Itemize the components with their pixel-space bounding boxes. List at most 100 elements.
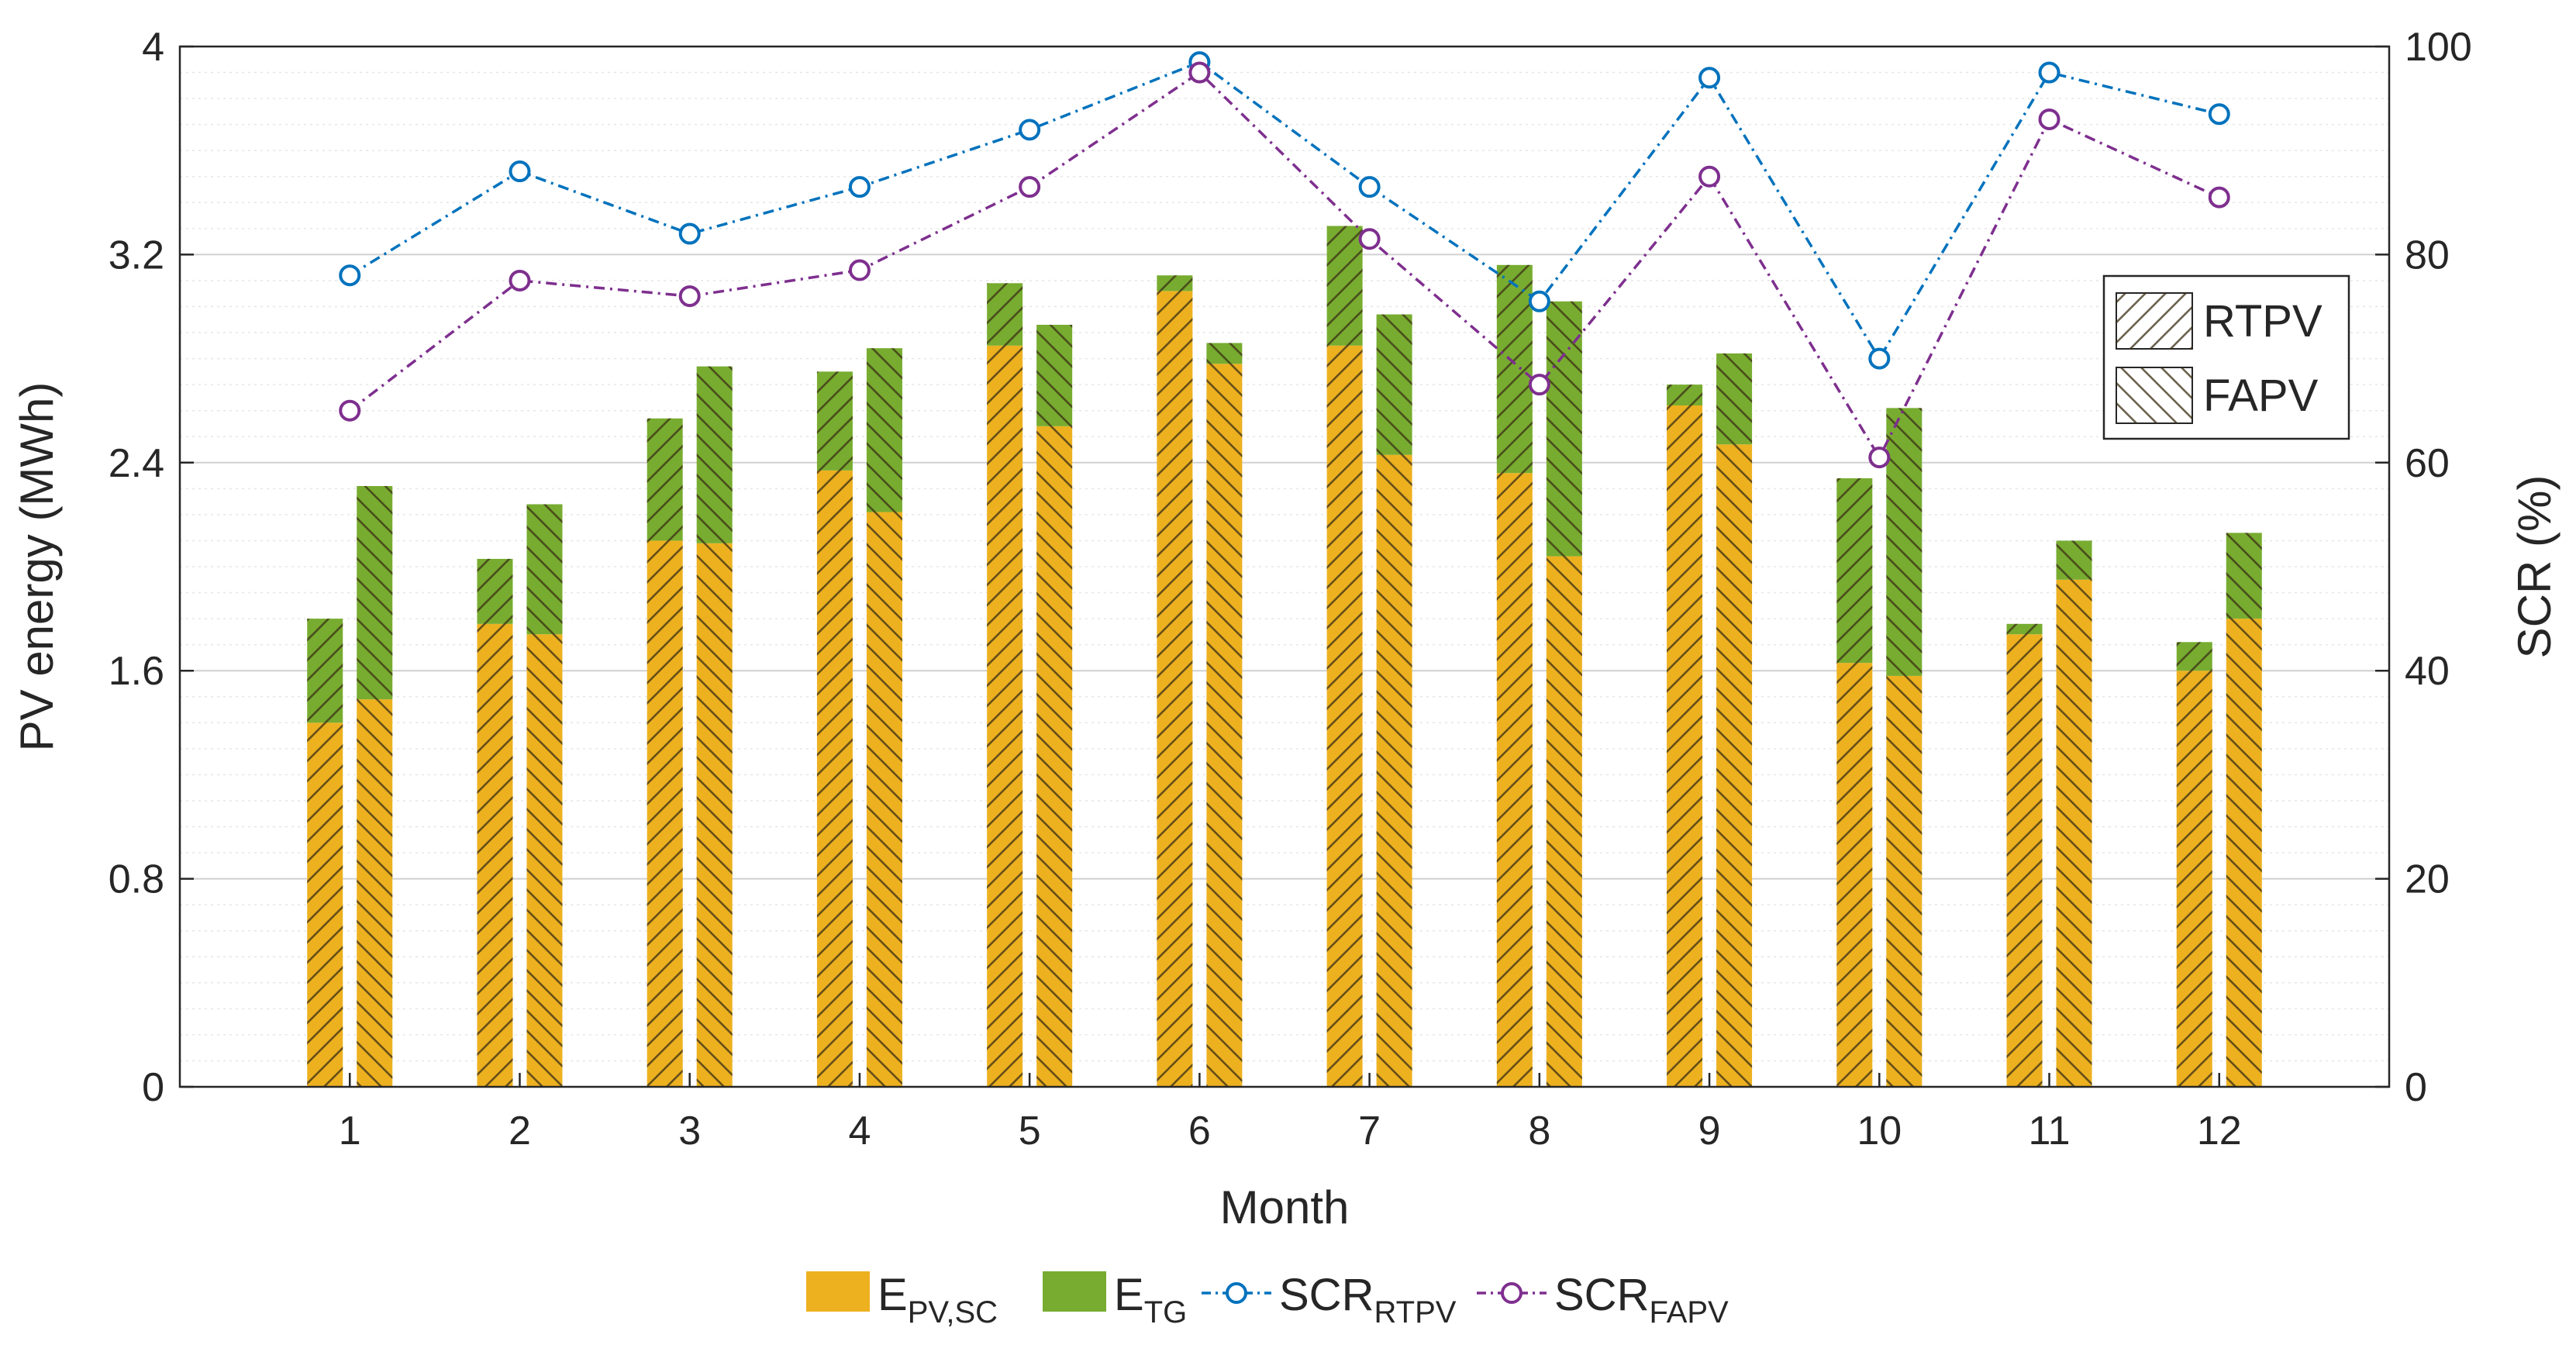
legend-label-main: E	[1114, 1270, 1144, 1320]
hatch-legend: RTPV FAPV	[2102, 274, 2350, 440]
x-tick-label: 4	[848, 1109, 871, 1153]
bar-hatch-fapv	[2056, 540, 2092, 1087]
y2-tick-label: 40	[2405, 649, 2450, 694]
y-tick-label: 3.2	[109, 233, 164, 278]
legend-label-main: E	[878, 1270, 908, 1320]
point-scr-fapv	[1698, 165, 1721, 188]
x-tick-label: 3	[678, 1109, 701, 1153]
x-tick-label: 10	[1857, 1109, 1902, 1153]
y2-tick-label: 0	[2405, 1065, 2427, 1110]
bar-hatch-fapv	[866, 348, 902, 1087]
bar-hatch-fapv	[357, 485, 393, 1087]
point-scr-rtpv	[1528, 290, 1550, 312]
bar-hatch-rtpv	[1157, 275, 1193, 1087]
y2-axis-label: SCR (%)	[2509, 475, 2560, 659]
bar-hatch-fapv	[2226, 533, 2262, 1087]
bar-hatch-rtpv	[1326, 226, 1363, 1087]
bar-hatch-rtpv	[987, 283, 1023, 1088]
y2-tick-label: 60	[2405, 441, 2450, 486]
point-scr-rtpv	[1358, 176, 1381, 198]
line-scr-fapv	[349, 71, 2220, 460]
bar-hatch-fapv	[696, 366, 733, 1087]
point-scr-rtpv	[1698, 67, 1721, 89]
y-tick-label: 0	[142, 1065, 164, 1110]
plot-frame	[178, 45, 2391, 1088]
legend-label-main: SCR	[1279, 1270, 1374, 1320]
legend-swatch-e-tg	[1043, 1271, 1106, 1312]
legend-label-main: SCR	[1554, 1270, 1649, 1320]
legend: EPV,SC ETG SCRRTPV SCRFAPV	[806, 1270, 1729, 1329]
y-tick-label: 0.8	[109, 857, 164, 902]
bar-hatch-rtpv	[647, 418, 683, 1087]
hatch-swatch-pattern-rtpv	[2116, 293, 2192, 349]
bar-hatch-fapv	[1546, 301, 1582, 1087]
hatch-swatch-pattern-fapv	[2116, 367, 2192, 423]
point-scr-rtpv	[2208, 103, 2230, 126]
point-scr-fapv	[1019, 176, 1041, 198]
point-scr-rtpv	[1019, 119, 1041, 141]
bar-hatch-rtpv	[2006, 623, 2043, 1087]
bar-hatch-fapv	[1886, 408, 1923, 1087]
bar-hatch-fapv	[1716, 353, 1753, 1087]
bar-hatch-rtpv	[816, 371, 853, 1087]
x-axis-label: Month	[1220, 1181, 1350, 1233]
x-tick-label: 7	[1358, 1109, 1381, 1153]
point-scr-fapv	[1188, 61, 1211, 84]
y-tick-label: 4	[142, 25, 164, 70]
point-scr-rtpv	[339, 264, 361, 287]
point-scr-rtpv	[2038, 61, 2060, 84]
point-scr-fapv	[509, 269, 531, 291]
y-tick-label: 2.4	[109, 441, 164, 486]
hatch-legend-label-rtpv: RTPV	[2203, 296, 2323, 347]
legend-label-scr-fapv: SCRFAPV	[1554, 1270, 1729, 1329]
legend-marker-scr-fapv	[1501, 1282, 1522, 1304]
point-scr-fapv	[848, 259, 871, 281]
point-scr-fapv	[1868, 447, 1891, 469]
x-tick-label: 2	[509, 1109, 531, 1153]
bar-hatch-rtpv	[1496, 264, 1533, 1087]
bar-hatch-rtpv	[477, 558, 513, 1087]
point-scr-fapv	[1528, 374, 1550, 396]
legend-label-sub: FAPV	[1649, 1295, 1729, 1329]
point-scr-rtpv	[848, 176, 871, 198]
bars	[307, 226, 2262, 1088]
bar-hatch-rtpv	[1667, 384, 1703, 1087]
legend-label-e-pv-sc: EPV,SC	[878, 1270, 998, 1329]
legend-label-sub: RTPV	[1374, 1295, 1456, 1329]
y-axis-label: PV energy (MWh)	[11, 382, 63, 752]
point-scr-rtpv	[1868, 347, 1891, 370]
point-scr-fapv	[2038, 108, 2060, 130]
point-scr-rtpv	[678, 222, 701, 245]
hatch-legend-label-fapv: FAPV	[2203, 371, 2319, 421]
bar-hatch-fapv	[1206, 343, 1243, 1088]
y2-tick-label: 100	[2405, 25, 2472, 70]
x-tick-label: 1	[339, 1109, 361, 1153]
point-scr-rtpv	[509, 160, 531, 183]
bar-hatch-rtpv	[307, 619, 343, 1087]
point-scr-fapv	[2208, 186, 2230, 209]
bar-hatch-fapv	[1036, 324, 1073, 1087]
legend-label-sub: PV,SC	[908, 1295, 998, 1329]
x-tick-label: 11	[2029, 1109, 2071, 1153]
x-tick-label: 9	[1698, 1109, 1721, 1153]
y2-tick-label: 80	[2405, 233, 2450, 278]
legend-label-sub: TG	[1144, 1295, 1188, 1329]
bar-hatch-fapv	[1376, 314, 1412, 1087]
point-scr-fapv	[678, 285, 701, 308]
bar-hatch-rtpv	[2176, 642, 2212, 1087]
point-scr-fapv	[339, 399, 361, 422]
y-tick-label: 1.6	[109, 649, 164, 694]
bar-hatch-fapv	[526, 504, 563, 1087]
x-tick-label: 8	[1528, 1109, 1550, 1153]
bar-hatch-rtpv	[1836, 478, 1873, 1087]
line-scr-rtpv	[349, 60, 2220, 362]
legend-swatch-e-pv-sc	[806, 1271, 870, 1312]
x-tick-label: 6	[1188, 1109, 1211, 1153]
y2-tick-label: 20	[2405, 857, 2450, 902]
legend-label-e-tg: ETG	[1114, 1270, 1187, 1329]
legend-marker-scr-rtpv	[1226, 1282, 1247, 1304]
point-scr-fapv	[1358, 228, 1381, 250]
legend-label-scr-rtpv: SCRRTPV	[1279, 1270, 1457, 1329]
